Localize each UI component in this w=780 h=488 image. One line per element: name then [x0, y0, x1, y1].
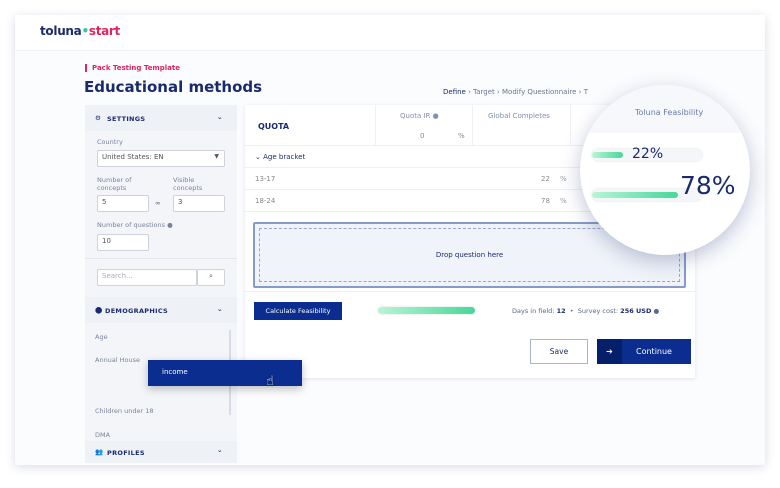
- feasibility-fill: [378, 307, 475, 314]
- chevron-down-icon: ⌄: [255, 153, 261, 161]
- caret-down-icon: ▼: [214, 153, 219, 160]
- feasibility-bar-22: [592, 149, 702, 161]
- info-icon[interactable]: ●: [167, 221, 173, 229]
- quota-ir-unit: %: [458, 132, 465, 140]
- feasibility-value-78: 78%: [680, 171, 736, 200]
- hand-cursor-icon: ☝: [266, 374, 274, 389]
- save-button[interactable]: Save: [530, 339, 588, 364]
- step-define[interactable]: Define: [443, 88, 466, 96]
- settings-heading: SETTINGS: [107, 115, 146, 123]
- quota-ir-input[interactable]: 0: [420, 132, 425, 140]
- chevron-down-icon: ⌄: [217, 446, 223, 454]
- global-completes-header: Global Completes: [488, 112, 550, 120]
- row-quota-value[interactable]: 22: [541, 175, 550, 183]
- feasibility-magnifier: Toluna Feasibility 22% 78%: [580, 85, 750, 255]
- quota-ir-label: Quota IR: [400, 112, 431, 120]
- page-title: Educational methods: [84, 78, 263, 96]
- num-questions-text: Number of questions: [97, 221, 165, 229]
- breadcrumb-steps: Define › Target › Modify Questionnaire ›…: [443, 88, 588, 96]
- chevron-down-icon: ⌄: [217, 113, 223, 121]
- people-icon: 👥: [95, 448, 104, 456]
- cost-label: Survey cost:: [577, 307, 619, 315]
- demographics-heading: DEMOGRAPHICS: [105, 307, 168, 315]
- demographic-item-age[interactable]: Age: [95, 333, 108, 341]
- arrow-right-icon: ➔: [597, 339, 622, 364]
- quota-table-header: QUOTA Quota IR ● 0 % Global Completes: [245, 105, 695, 146]
- logo-text-start: start: [88, 24, 120, 38]
- sidebar: ⚙ SETTINGS ⌄ Country United States: EN ▼ …: [85, 105, 237, 463]
- num-questions-input[interactable]: 10: [97, 234, 149, 251]
- settings-header[interactable]: ⚙ SETTINGS ⌄: [85, 105, 237, 131]
- overall-feasibility-bar: [378, 307, 475, 314]
- group-label: Age bracket: [263, 153, 306, 161]
- feasibility-fill: [592, 192, 678, 198]
- drop-zone-label: Drop question here: [259, 228, 680, 282]
- demographic-item-dma[interactable]: DMA: [95, 431, 111, 439]
- divider: [570, 105, 571, 146]
- num-concepts-input[interactable]: 5: [97, 195, 149, 212]
- demographic-item-annual-household[interactable]: Annual House: [95, 356, 141, 364]
- quota-ir-header: Quota IR ●: [400, 112, 439, 120]
- quota-heading: QUOTA: [258, 122, 290, 131]
- profiles-heading: PROFILES: [107, 449, 145, 457]
- row-label: 18-24: [255, 197, 276, 205]
- group-toggle: ⌄ Age bracket: [255, 153, 305, 161]
- info-icon[interactable]: ●: [432, 112, 439, 120]
- search-input[interactable]: Search...: [97, 269, 197, 286]
- visible-concepts-input[interactable]: 3: [173, 195, 225, 212]
- divider: [375, 105, 376, 146]
- logo-text: toluna: [40, 24, 82, 38]
- location-pin-icon: ⬤: [95, 306, 103, 314]
- row-quota-value[interactable]: 78: [541, 197, 550, 205]
- days-label: Days in field:: [512, 307, 555, 315]
- feasibility-title: Toluna Feasibility: [635, 108, 704, 117]
- days-value: 12: [556, 307, 566, 315]
- step-modify-questionnaire[interactable]: Modify Questionnaire: [502, 88, 577, 96]
- country-select[interactable]: United States: EN ▼: [97, 150, 225, 167]
- search-icon[interactable]: ⌕: [197, 269, 225, 286]
- demographics-header[interactable]: ⬤ DEMOGRAPHICS ⌄: [85, 297, 237, 323]
- divider: [85, 258, 237, 259]
- dragged-item-income[interactable]: income: [148, 360, 302, 386]
- row-unit: %: [560, 175, 567, 183]
- visible-concepts-label: Visible concepts: [173, 176, 203, 192]
- feasibility-bar-78: [592, 189, 702, 201]
- divider: [472, 105, 473, 146]
- drag-item-label: income: [162, 368, 188, 376]
- row-unit: %: [560, 197, 567, 205]
- logo-dot-icon: •: [81, 24, 89, 38]
- survey-summary: Days in field: 12 • Survey cost: 256 USD…: [512, 307, 660, 315]
- demographic-item-children[interactable]: Children under 18: [95, 407, 154, 415]
- age-bracket-group[interactable]: ⌄ Age bracket: [245, 146, 695, 168]
- feasibility-value-22: 22%: [632, 146, 664, 162]
- continue-button[interactable]: ➔ Continue: [597, 339, 691, 364]
- divider: [245, 291, 695, 292]
- country-value: United States: EN: [102, 153, 164, 161]
- country-label: Country: [97, 138, 123, 146]
- calculate-feasibility-button[interactable]: Calculate Feasibility: [254, 302, 342, 320]
- chevron-down-icon: ⌄: [217, 305, 223, 313]
- continue-label: Continue: [636, 347, 672, 356]
- cost-value: 256 USD: [620, 307, 652, 315]
- row-label: 13-17: [255, 175, 276, 183]
- link-icon[interactable]: ∞: [155, 199, 161, 207]
- info-icon[interactable]: ●: [653, 307, 660, 315]
- gear-icon: ⚙: [95, 114, 102, 122]
- num-concepts-label: Number of concepts: [97, 176, 132, 192]
- feasibility-fill: [592, 152, 623, 158]
- magnifier-header: [580, 85, 750, 133]
- top-bar: [15, 15, 765, 51]
- template-label: Pack Testing Template: [85, 64, 180, 72]
- toluna-start-logo[interactable]: toluna•start: [40, 24, 120, 38]
- step-target[interactable]: Target: [473, 88, 495, 96]
- profiles-header[interactable]: 👥 PROFILES ⌄: [85, 441, 237, 463]
- num-questions-label: Number of questions ●: [97, 221, 173, 229]
